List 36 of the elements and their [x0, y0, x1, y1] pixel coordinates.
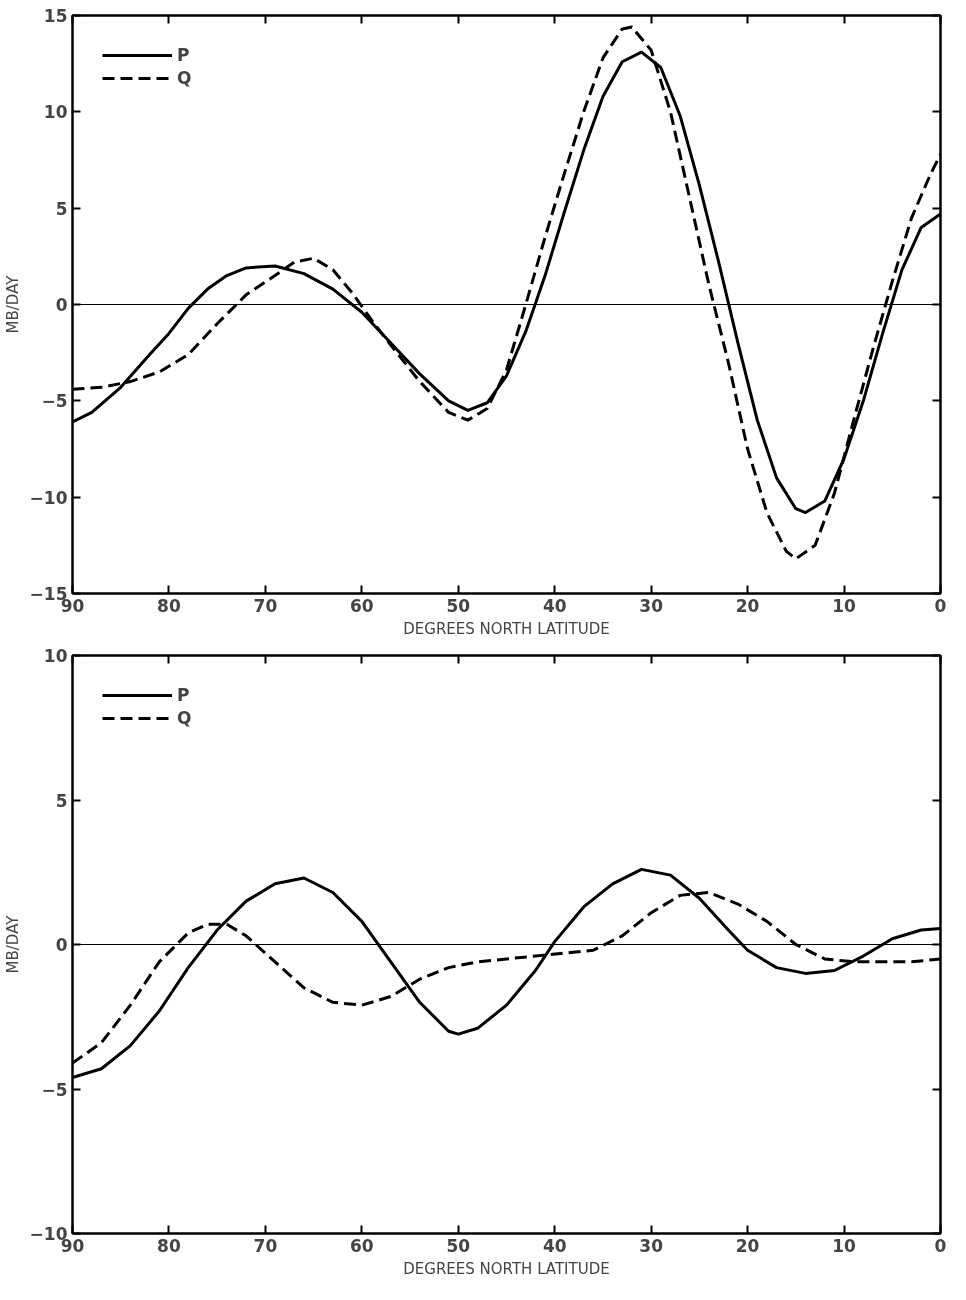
x-tick-label: 30	[639, 595, 664, 616]
legend-label: P	[177, 45, 191, 65]
legend-label: Q	[177, 708, 193, 728]
x-tick-label: 50	[446, 595, 471, 616]
x-axis-title: DEGREES NORTH LATITUDE	[403, 1259, 610, 1278]
legend-label: P	[177, 685, 191, 705]
y-tick-label: 5	[55, 198, 68, 219]
x-tick-label: 40	[542, 595, 567, 616]
y-tick-label: 5	[55, 790, 68, 811]
x-tick-label: 10	[832, 595, 857, 616]
y-tick-label: −5	[41, 391, 68, 412]
x-axis-title: DEGREES NORTH LATITUDE	[403, 619, 610, 638]
y-tick-label: 0	[55, 935, 68, 955]
x-tick-label: 80	[157, 1235, 181, 1256]
x-tick-label: 80	[157, 595, 181, 616]
x-tick-label: 70	[253, 595, 278, 616]
x-tick-label: 70	[253, 1235, 278, 1256]
y-tick-label: 15	[43, 6, 68, 26]
x-tick-label: 20	[735, 1235, 760, 1256]
x-tick-label: 60	[350, 1235, 374, 1256]
legend-label: Q	[177, 68, 193, 88]
y-axis-title: MB/DAY	[3, 274, 22, 334]
x-tick-label: 0	[934, 595, 947, 616]
x-tick-label: 50	[446, 1235, 471, 1256]
x-tick-label: 30	[639, 1235, 664, 1256]
x-tick-label: 40	[542, 1235, 567, 1256]
y-axis-title: MB/DAY	[3, 914, 22, 974]
y-tick-label: 0	[55, 295, 68, 315]
x-tick-label: 0	[934, 1235, 947, 1256]
y-tick-label: 10	[43, 102, 68, 123]
x-tick-label: 60	[350, 595, 374, 616]
x-tick-label: 20	[735, 595, 760, 616]
y-tick-label: −5	[41, 1079, 68, 1100]
y-tick-label: 10	[43, 646, 68, 666]
y-tick-label: −10	[29, 487, 68, 508]
x-tick-label: 10	[832, 1235, 857, 1256]
